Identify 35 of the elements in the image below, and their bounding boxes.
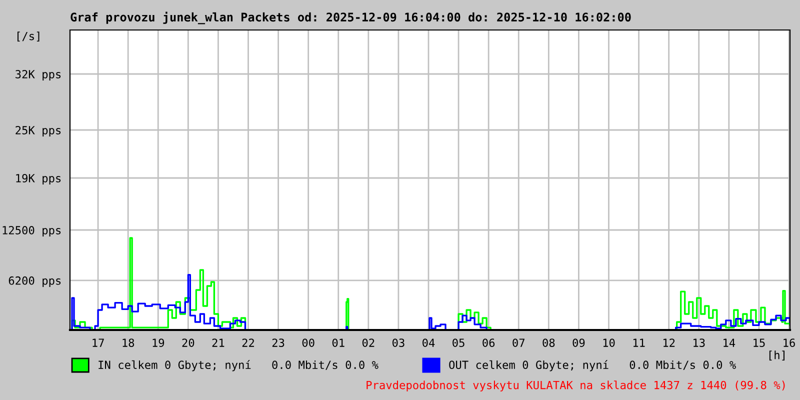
x-tick-label: 20 — [182, 338, 194, 347]
x-tick-label: 11 — [633, 338, 645, 347]
y-tick-label: 19K pps — [16, 174, 61, 185]
x-tick-label: 00 — [302, 338, 314, 347]
y-tick-label: 6200 pps — [8, 276, 61, 287]
y-tick-label: 12500 pps — [2, 226, 61, 237]
x-tick-label: 13 — [694, 338, 705, 347]
x-tick-label: 07 — [512, 338, 524, 347]
x-tick-label: 08 — [542, 338, 555, 347]
x-tick-label: 23 — [272, 338, 284, 347]
x-tick-label: 06 — [482, 338, 495, 347]
x-tick-label: 17 — [92, 338, 104, 347]
x-tick-label: 02 — [362, 338, 374, 347]
y-axis-title: [/s] — [18, 32, 40, 42]
chart-title: Graf provozu junek_wlan Packets od: 2025-12-09 16:04:00 do: 2025-12-10 16:02:00 — [70, 12, 631, 24]
x-axis-title: [h] — [769, 350, 784, 361]
x-tick-label: 18 — [122, 338, 134, 347]
x-tick-label: 15 — [754, 338, 765, 347]
x-tick-label: 21 — [212, 338, 224, 347]
y-tick-label: 32K pps — [16, 70, 61, 81]
x-tick-label: 04 — [422, 338, 435, 347]
x-tick-label: 12 — [663, 338, 675, 347]
legend-label: IN celkem 0 Gbyte; nyní 0.0 Mbit/s 0.0 % — [98, 360, 378, 372]
x-tick-label: 09 — [572, 338, 585, 347]
x-tick-label: 01 — [332, 338, 344, 347]
x-tick-label: 05 — [452, 338, 464, 347]
y-tick-label: 25K pps — [16, 126, 61, 137]
x-tick-label: 10 — [603, 338, 615, 347]
x-tick-label: 16 — [784, 338, 795, 347]
text: Pravdepodobnost vyskytu KULATAK na skladce 1437 z 1440 (99.8 %) — [366, 380, 785, 392]
x-tick-label: 14 — [724, 338, 736, 347]
x-tick-label: 03 — [392, 338, 404, 347]
x-tick-label: 19 — [152, 338, 164, 347]
x-tick-label: 22 — [242, 338, 254, 347]
legend-label: OUT celkem 0 Gbyte; nyní 0.0 Mbit/s 0.0 % — [449, 360, 736, 372]
